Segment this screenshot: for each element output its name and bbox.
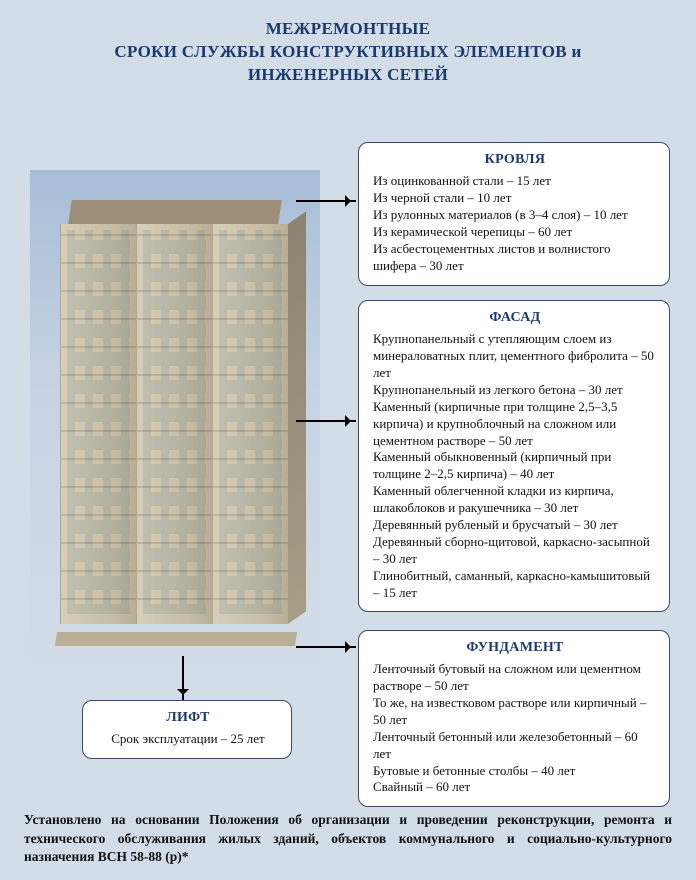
callout-roof-item: Из керамической черепицы – 60 лет bbox=[373, 224, 657, 241]
building-tower bbox=[60, 224, 136, 624]
callout-facade-item: Деревянный рубленый и брусчатый – 30 лет bbox=[373, 517, 657, 534]
arrow-foundation bbox=[296, 646, 356, 648]
callout-roof: КРОВЛЯ Из оцинкованной стали – 15 лет Из… bbox=[358, 142, 670, 286]
building-side bbox=[288, 211, 306, 624]
title-line-3: ИНЖЕНЕРНЫХ СЕТЕЙ bbox=[40, 64, 656, 87]
callout-foundation-item: Бутовые и бетонные столбы – 40 лет bbox=[373, 763, 657, 780]
callout-facade: ФАСАД Крупнопанельный с утепляющим слоем… bbox=[358, 300, 670, 612]
building-tower bbox=[136, 224, 212, 624]
title-line-2: СРОКИ СЛУЖБЫ КОНСТРУКТИВНЫХ ЭЛЕМЕНТОВ и bbox=[40, 41, 656, 64]
callout-lift-heading: ЛИФТ bbox=[97, 709, 279, 727]
callout-facade-heading: ФАСАД bbox=[373, 309, 657, 327]
callout-roof-heading: КРОВЛЯ bbox=[373, 151, 657, 169]
callout-facade-item: Каменный (кирпичные при толщине 2,5–3,5 … bbox=[373, 399, 657, 450]
building-base bbox=[55, 632, 297, 646]
title-line-1: МЕЖРЕМОНТНЫЕ bbox=[40, 18, 656, 41]
callout-roof-item: Из оцинкованной стали – 15 лет bbox=[373, 173, 657, 190]
callout-foundation-item: Ленточный бетонный или железобетонный – … bbox=[373, 729, 657, 763]
callout-facade-item: Каменный обыкновенный (кирпичный при тол… bbox=[373, 449, 657, 483]
callout-facade-item: Деревянный сборно-щитовой, каркасно-засы… bbox=[373, 534, 657, 568]
callout-roof-item: Из рулонных материалов (в 3–4 слоя) – 10… bbox=[373, 207, 657, 224]
callout-lift-item: Срок эксплуатации – 25 лет bbox=[97, 731, 279, 748]
building-illustration bbox=[30, 170, 320, 670]
callout-foundation-item: Свайный – 60 лет bbox=[373, 779, 657, 796]
arrow-roof bbox=[296, 200, 356, 202]
callout-foundation-item: Ленточный бутовый на сложном или цементн… bbox=[373, 661, 657, 695]
callout-facade-item: Глинобитный, саманный, каркасно-камышито… bbox=[373, 568, 657, 602]
callout-roof-item: Из черной стали – 10 лет bbox=[373, 190, 657, 207]
footnote: Установлено на основании Положения об ор… bbox=[24, 811, 672, 866]
arrow-facade bbox=[296, 420, 356, 422]
callout-roof-item: Из асбестоцементных листов и волнистого … bbox=[373, 241, 657, 275]
callout-facade-item: Каменный облегченной кладки из кирпича, … bbox=[373, 483, 657, 517]
callout-foundation: ФУНДАМЕНТ Ленточный бутовый на сложном и… bbox=[358, 630, 670, 807]
arrow-lift bbox=[182, 656, 184, 700]
callout-foundation-item: То же, на известковом растворе или кирпи… bbox=[373, 695, 657, 729]
page-title: МЕЖРЕМОНТНЫЕ СРОКИ СЛУЖБЫ КОНСТРУКТИВНЫХ… bbox=[0, 0, 696, 97]
callout-lift: ЛИФТ Срок эксплуатации – 25 лет bbox=[82, 700, 292, 759]
callout-facade-item: Крупнопанельный из легкого бетона – 30 л… bbox=[373, 382, 657, 399]
building-roof bbox=[68, 200, 281, 224]
building-tower bbox=[212, 224, 288, 624]
callout-facade-item: Крупнопанельный с утепляющим слоем из ми… bbox=[373, 331, 657, 382]
callout-foundation-heading: ФУНДАМЕНТ bbox=[373, 639, 657, 657]
